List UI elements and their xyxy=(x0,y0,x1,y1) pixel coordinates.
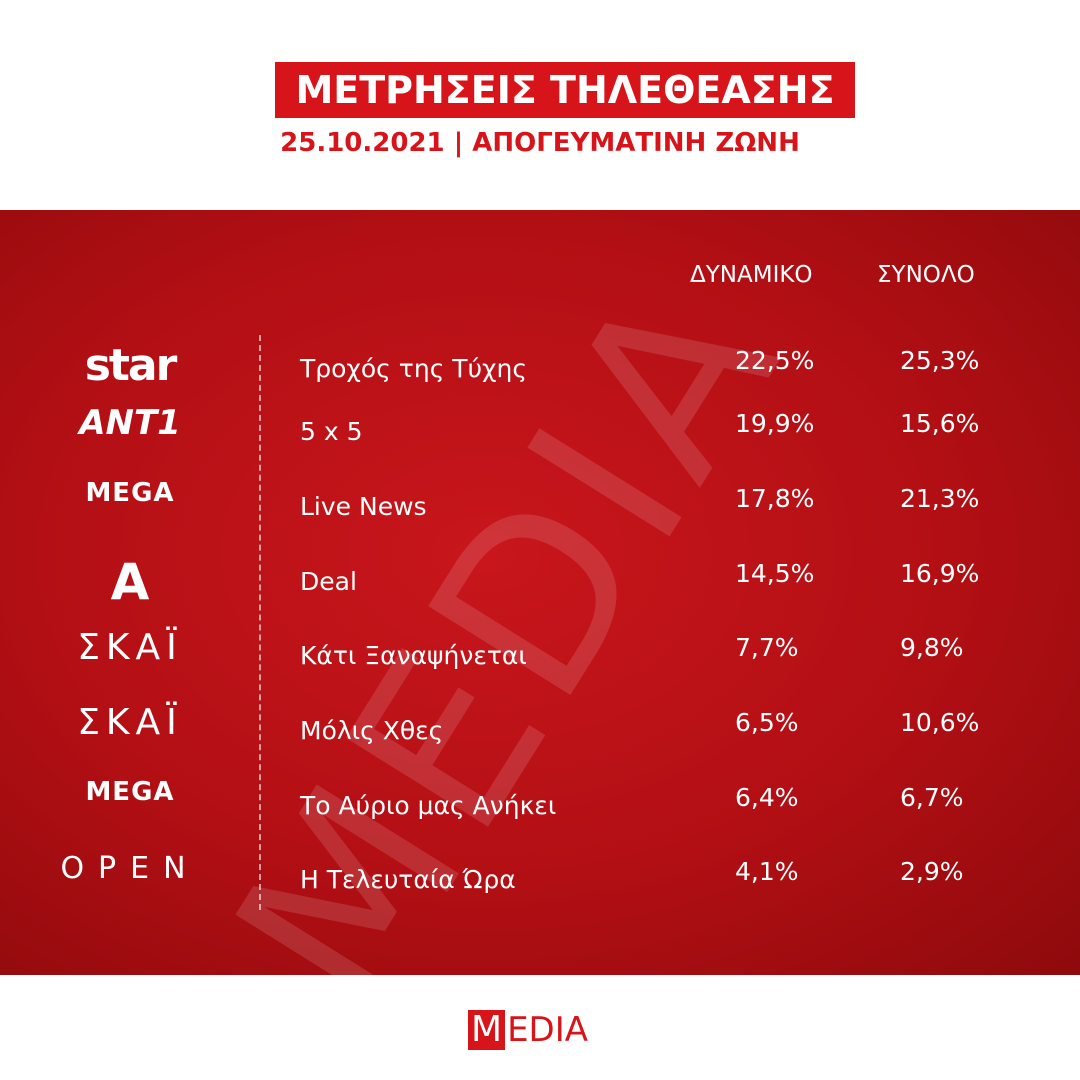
footer-logo: M EDIA xyxy=(468,1010,588,1050)
total-share: 21,3% xyxy=(900,484,980,513)
potential-share: 17,8% xyxy=(735,484,815,513)
column-header: ΣΥΝΟΛΟ xyxy=(877,262,975,288)
divider xyxy=(259,335,261,910)
subtitle: 25.10.2021 | ΑΠΟΓΕΥΜΑΤΙΝΗ ΖΩΝΗ xyxy=(280,128,800,158)
potential-share: 22,5% xyxy=(735,346,815,375)
potential-share: 6,4% xyxy=(735,783,799,812)
total-share: 10,6% xyxy=(900,708,980,737)
show-name: Deal xyxy=(300,567,357,596)
show-name: Τροχός της Τύχης xyxy=(300,354,528,383)
title: ΜΕΤΡΗΣΕΙΣ ΤΗΛΕΘΕΑΣΗΣ xyxy=(275,62,855,118)
channel-logo: ΣΚΑΪ xyxy=(77,702,183,743)
column-header: ΔΥΝΑΜΙΚΟ xyxy=(690,262,813,288)
show-name: Κάτι Ξαναψήνεται xyxy=(300,641,527,670)
potential-share: 4,1% xyxy=(735,857,799,886)
channel-logo: A xyxy=(110,553,150,611)
total-share: 9,8% xyxy=(900,633,964,662)
potential-share: 7,7% xyxy=(735,633,799,662)
panel: MEDIA ΔΥΝΑΜΙΚΟ ΣΥΝΟΛΟ star Τροχός της Τύχ… xyxy=(0,210,1080,975)
show-name: 5 x 5 xyxy=(300,417,363,446)
channel-logo: MEGA xyxy=(85,777,175,807)
channel-logo: star xyxy=(84,340,178,391)
show-name: Μόλις Χθες xyxy=(300,716,444,745)
potential-share: 6,5% xyxy=(735,708,799,737)
total-share: 6,7% xyxy=(900,783,964,812)
channel-logo: ΣΚΑΪ xyxy=(77,627,183,668)
channel-logo: ANT1 xyxy=(79,403,181,443)
total-share: 16,9% xyxy=(900,559,980,588)
show-name: Η Τελευταία Ώρα xyxy=(300,865,516,894)
logo-initial: M xyxy=(468,1010,506,1050)
total-share: 15,6% xyxy=(900,409,980,438)
potential-share: 14,5% xyxy=(735,559,815,588)
logo-rest: EDIA xyxy=(507,1010,589,1050)
show-name: Live News xyxy=(300,492,427,521)
channel-logo: MEGA xyxy=(85,478,175,508)
channel-logo: OPEN xyxy=(60,851,200,886)
show-name: Το Αύριο μας Ανήκει xyxy=(300,791,557,820)
total-share: 2,9% xyxy=(900,857,964,886)
total-share: 25,3% xyxy=(900,346,980,375)
potential-share: 19,9% xyxy=(735,409,815,438)
